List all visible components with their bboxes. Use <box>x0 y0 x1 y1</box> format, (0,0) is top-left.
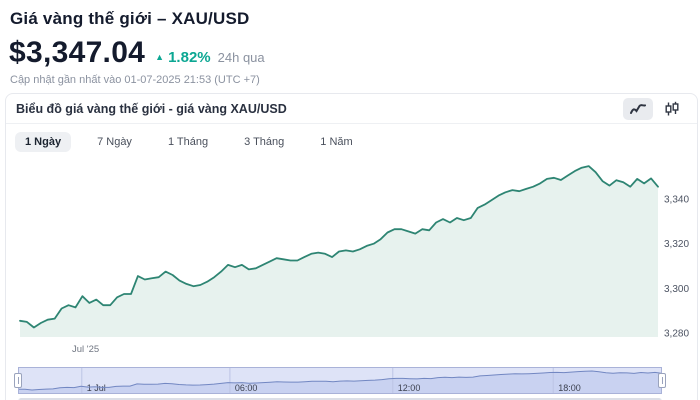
tab-1-year[interactable]: 1 Năm <box>310 132 362 152</box>
scrollbar-track[interactable] <box>18 398 662 400</box>
chart-panel: Biểu đồ giá vàng thế giới - giá vàng XAU… <box>5 93 698 400</box>
price-change: ▲ 1.82% <box>155 49 210 66</box>
navigator: 1 Jul 06:00 12:00 18:00 <box>14 367 666 395</box>
tab-7-days[interactable]: 7 Ngày <box>87 132 142 152</box>
change-percent: 1.82% <box>168 49 211 66</box>
range-tabs: 1 Ngày 7 Ngày 1 Tháng 3 Tháng 1 Năm <box>6 124 697 158</box>
tab-3-months[interactable]: 3 Tháng <box>234 132 294 152</box>
navigator-chart[interactable]: 1 Jul 06:00 12:00 18:00 <box>18 367 662 395</box>
last-updated-text: Cập nhật gần nhất vào 01-07-2025 21:53 (… <box>10 74 260 86</box>
y-axis-label: 3,300 <box>664 284 689 295</box>
y-axis-label: 3,280 <box>664 329 689 340</box>
navigator-left-handle[interactable] <box>14 373 22 388</box>
navigator-time-label: 18:00 <box>558 383 581 393</box>
chart-type-toggle <box>623 97 687 120</box>
navigator-area-fill <box>18 371 662 394</box>
scrollbar-thumb[interactable] <box>19 398 661 400</box>
price-header: Giá vàng thế giới – XAU/USD $3,347.04 ▲ … <box>0 0 700 86</box>
price-line <box>19 165 659 329</box>
page-title: Giá vàng thế giới – XAU/USD <box>10 9 250 28</box>
y-axis-label: 3,340 <box>664 195 689 206</box>
x-axis-label: Jul '25 <box>72 344 99 355</box>
change-period-label: 24h qua <box>217 50 265 65</box>
navigator-line <box>18 370 662 391</box>
navigator-right-handle[interactable] <box>658 373 666 388</box>
chart-area: 3,340 3,320 3,300 3,280 Jul '25 1 Jul 06:00 12… <box>6 154 697 400</box>
candlestick-chart-button[interactable] <box>657 98 687 120</box>
chart-title: Biểu đồ giá vàng thế giới - giá vàng XAU… <box>16 101 287 116</box>
candlestick-chart-icon <box>665 101 679 115</box>
tab-1-month[interactable]: 1 Tháng <box>158 132 218 152</box>
line-chart-icon <box>630 103 646 114</box>
line-chart-button[interactable] <box>623 97 653 120</box>
navigator-time-label: 12:00 <box>398 383 421 393</box>
y-axis-label: 3,320 <box>664 239 689 250</box>
up-arrow-icon: ▲ <box>155 52 165 62</box>
navigator-time-label: 06:00 <box>235 383 258 393</box>
navigator-time-label: 1 Jul <box>87 383 106 393</box>
tab-1-day[interactable]: 1 Ngày <box>15 132 72 152</box>
price-chart[interactable]: 3,340 3,320 3,300 3,280 Jul '25 <box>6 154 696 364</box>
price-row: $3,347.04 ▲ 1.82% 24h qua <box>9 36 690 70</box>
current-price: $3,347.04 <box>9 36 146 69</box>
chart-panel-header: Biểu đồ giá vàng thế giới - giá vàng XAU… <box>6 94 697 124</box>
